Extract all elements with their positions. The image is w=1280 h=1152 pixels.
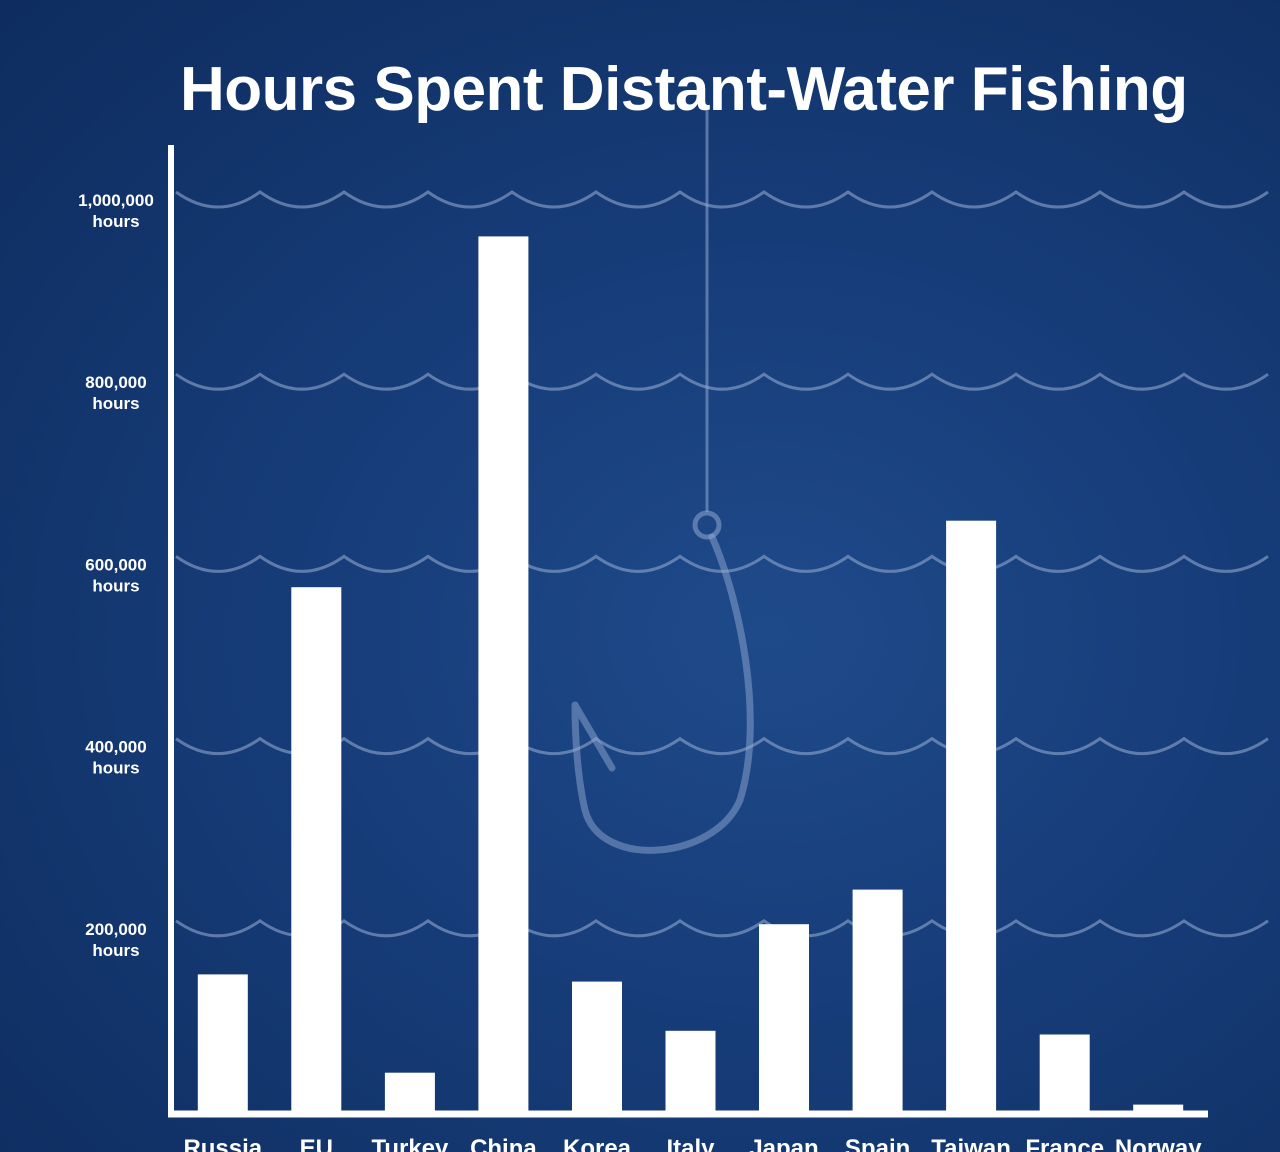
- category-label-taiwan: Taiwan: [931, 1135, 1011, 1152]
- bar-italy: [665, 1030, 716, 1111]
- y-tick-1: 200,000 hours: [85, 920, 146, 960]
- category-label-italy: Italy: [666, 1135, 715, 1152]
- y-tick-4: 800,000 hours: [85, 373, 146, 413]
- gridline-4: [175, 372, 1269, 391]
- y-tick-unit: hours: [92, 759, 139, 778]
- axes: [168, 145, 1208, 1118]
- gridline-1: [175, 918, 1269, 938]
- fishing-hook-icon: [571, 110, 754, 854]
- y-tick-value: 1,000,000: [78, 191, 154, 210]
- y-tick-unit: hours: [92, 941, 139, 960]
- bars: [197, 236, 1184, 1111]
- y-tick-2: 400,000 hours: [85, 738, 146, 778]
- y-tick-unit: hours: [92, 212, 139, 231]
- y-tick-3: 600,000 hours: [85, 555, 146, 595]
- y-tick-value: 400,000: [85, 738, 146, 757]
- bar-china: [478, 236, 529, 1111]
- bar-france: [1039, 1034, 1090, 1111]
- bar-russia: [197, 974, 248, 1111]
- bar-norway: [1133, 1104, 1184, 1111]
- category-label-japan: Japan: [749, 1135, 818, 1152]
- gridline-2: [175, 736, 1269, 756]
- y-tick-unit: hours: [92, 576, 139, 595]
- gridline-5: [175, 190, 1269, 209]
- bar-turkey: [384, 1072, 435, 1111]
- category-label-china: China: [470, 1135, 537, 1152]
- category-label-france: France: [1025, 1135, 1104, 1152]
- chart-title: Hours Spent Distant-Water Fishing: [180, 55, 1188, 124]
- y-tick-5: 1,000,000 hours: [78, 191, 154, 231]
- bar-japan: [759, 924, 809, 1111]
- y-tick-labels: 200,000hours400,000hours600,000hours800,…: [78, 191, 154, 960]
- bar-taiwan: [946, 520, 997, 1111]
- category-label-korea: Korea: [563, 1135, 632, 1152]
- y-tick-value: 200,000: [85, 920, 146, 939]
- category-label-spain: Spain: [845, 1135, 910, 1152]
- category-label-eu: EU: [300, 1135, 333, 1152]
- x-category-labels: Russia EU Turkey China Korea Italy Japan Spain T…: [183, 1135, 1202, 1152]
- category-label-turkey: Turkey: [371, 1135, 449, 1152]
- category-label-norway: Norway: [1115, 1135, 1202, 1152]
- bar-korea: [572, 981, 622, 1111]
- y-tick-value: 600,000: [85, 555, 146, 574]
- category-label-russia: Russia: [183, 1135, 262, 1152]
- bar-eu: [291, 587, 342, 1111]
- bar-spain: [852, 889, 903, 1111]
- y-tick-unit: hours: [92, 394, 139, 413]
- y-tick-value: 800,000: [85, 373, 146, 392]
